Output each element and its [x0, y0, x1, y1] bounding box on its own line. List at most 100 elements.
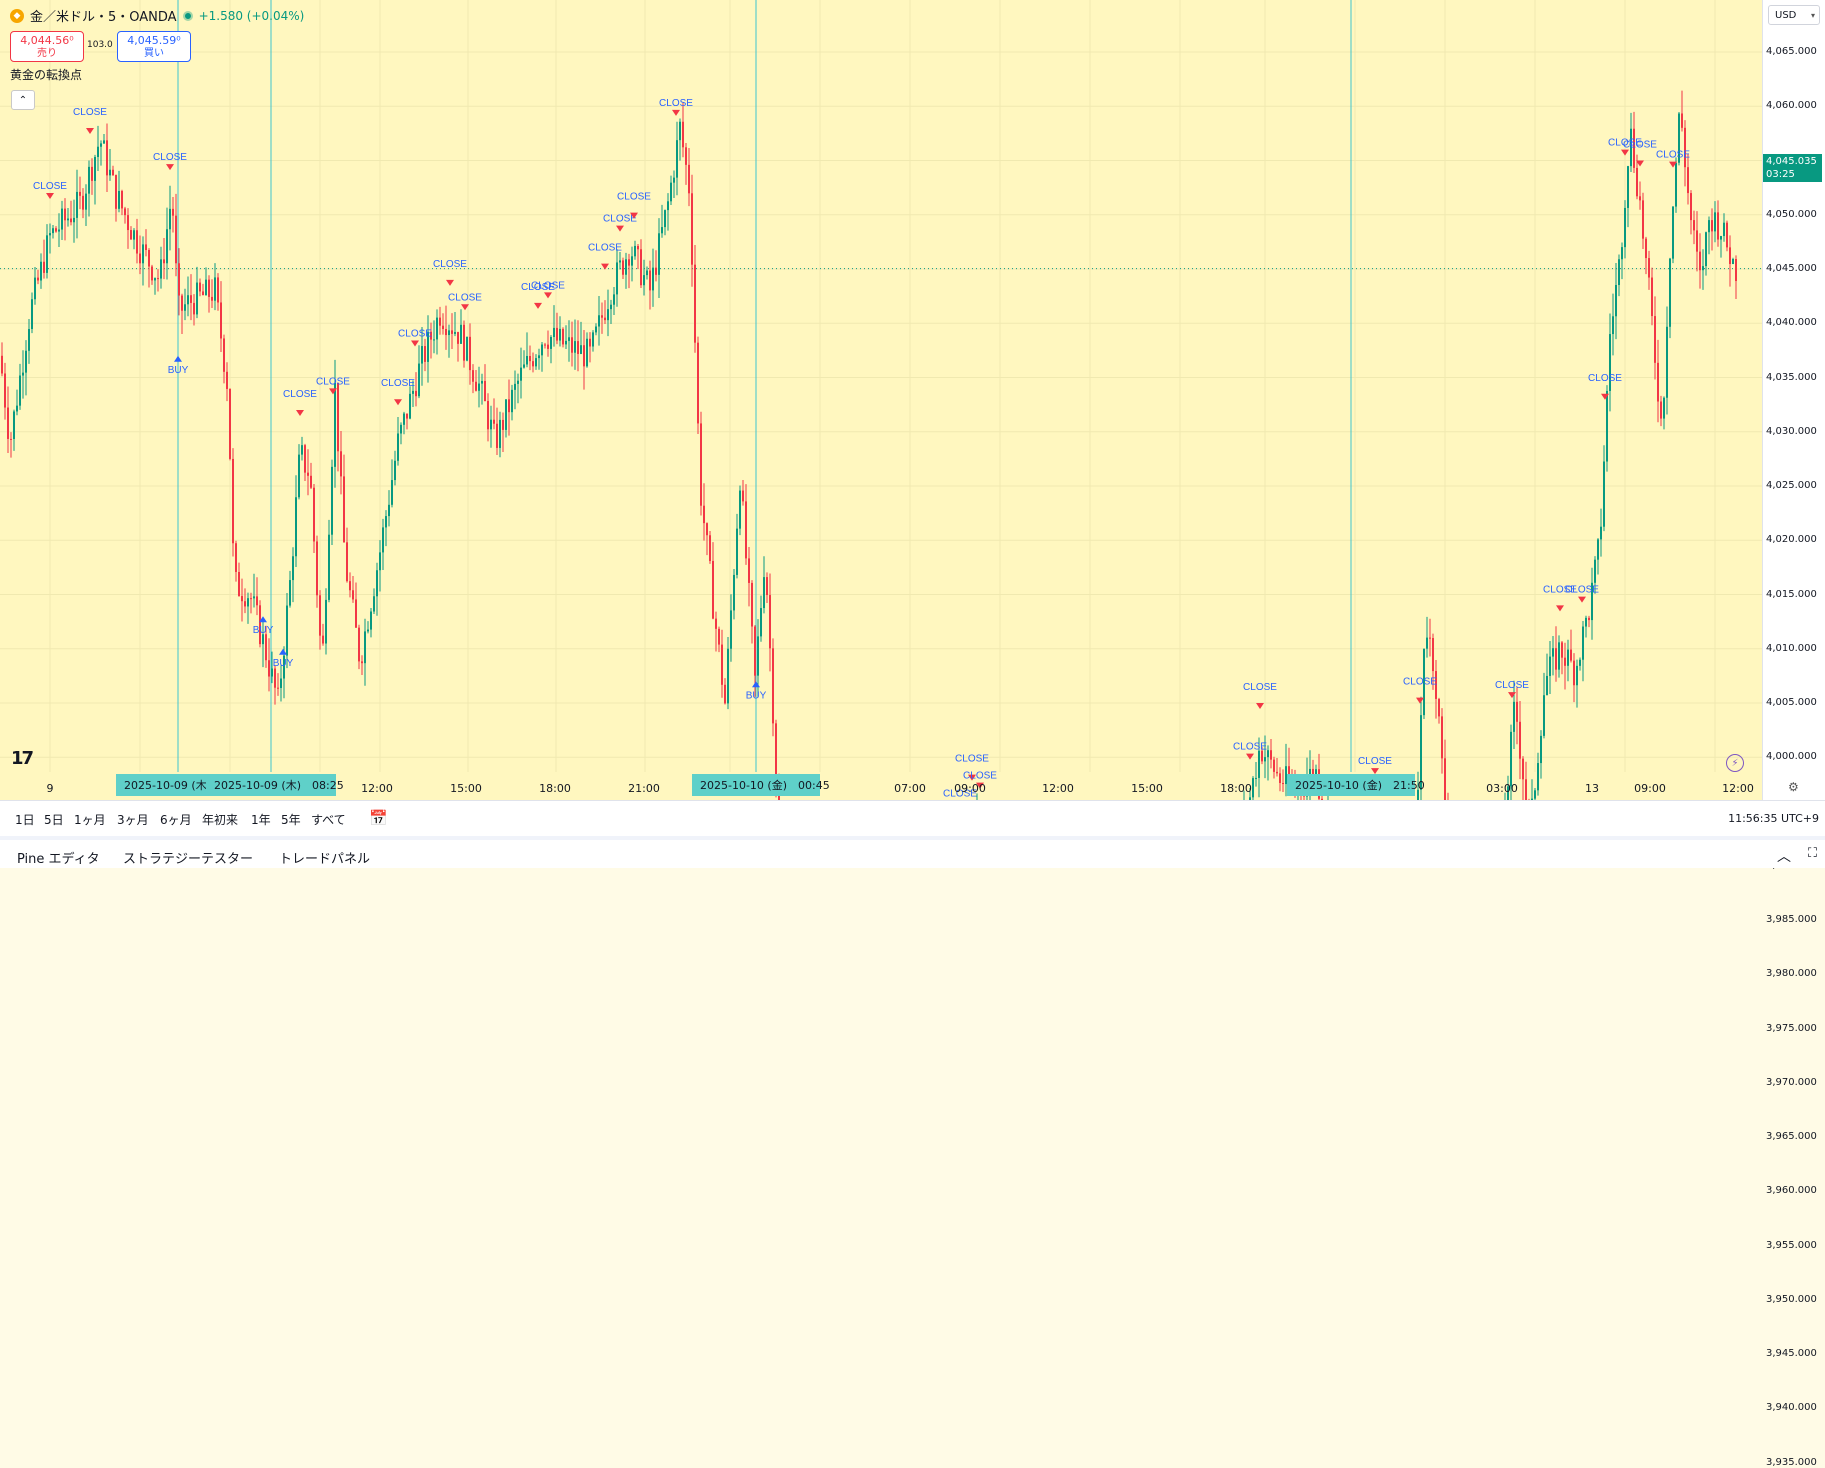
time-axis-label: 21:00 [628, 782, 660, 795]
candle-body [1606, 390, 1608, 462]
candle-body [1315, 769, 1317, 779]
range-all-button[interactable]: すべて [311, 813, 346, 827]
range-3m-button[interactable]: 3ヶ月 [117, 813, 149, 827]
range-6m-button[interactable]: 6ヶ月 [160, 813, 192, 827]
chart-area[interactable] [0, 0, 1762, 800]
candle-body [529, 355, 531, 362]
sell-button[interactable]: 4,044.56⁰ 売り [10, 31, 84, 62]
candle-body [532, 361, 534, 367]
candle-body [1534, 790, 1536, 799]
range-5d-button[interactable]: 5日 [44, 813, 64, 827]
price-axis[interactable] [1762, 0, 1825, 800]
candle-body [508, 399, 510, 413]
candle-body [496, 423, 498, 448]
candle-body [757, 636, 759, 676]
candle-body [514, 383, 516, 390]
tab-pine-editor[interactable]: Pine エディタ [17, 852, 100, 867]
close-marker [296, 410, 304, 417]
chevron-up-icon[interactable]: ︿ [1777, 849, 1791, 865]
candle-body [766, 577, 768, 596]
candle-body [1609, 334, 1611, 391]
candle-body [409, 393, 411, 419]
candle-body [130, 230, 132, 240]
candle-body [1693, 220, 1695, 231]
candle-body [328, 534, 330, 600]
candle-body [550, 337, 552, 349]
tab-trade-panel[interactable]: トレードパネル [279, 852, 371, 867]
candle-body [1531, 798, 1533, 800]
close-label: CLOSE [316, 376, 350, 387]
candle-body [385, 516, 387, 528]
price-axis-label: 3,975.000 [1766, 1022, 1817, 1034]
close-marker [968, 774, 976, 781]
candle-body [220, 302, 222, 339]
price-chart[interactable]: CLOSE CLOSE CLOSE CLOSE CLOSE CLOSE CLOSE CLOSE… [0, 0, 1762, 800]
candle-body [475, 381, 477, 391]
close-marker [394, 399, 402, 406]
candle-body [544, 344, 546, 346]
range-ytd-button[interactable]: 年初来 [202, 813, 239, 827]
candle-body [610, 304, 612, 310]
candle-body [211, 296, 213, 301]
close-label: CLOSE [1588, 373, 1622, 384]
symbol-title[interactable]: 金／米ドル・5・OANDA [30, 10, 177, 25]
candle-body [1426, 637, 1428, 649]
candle-body [262, 634, 264, 645]
candle-body [319, 595, 321, 636]
tradingview-logo[interactable]: 17 [11, 748, 34, 769]
price-axis-label: 3,940.000 [1766, 1402, 1817, 1414]
lightning-icon[interactable]: ⚡ [1726, 754, 1744, 772]
close-label: CLOSE [963, 771, 997, 782]
collapse-indicators-button[interactable]: ⌃ [11, 90, 35, 110]
candle-body [1702, 266, 1704, 271]
candle-body [709, 535, 711, 561]
close-label: CLOSE [521, 282, 555, 293]
candle-body [133, 230, 135, 240]
candle-body [688, 164, 690, 194]
candle-body [412, 390, 414, 394]
calendar-icon[interactable]: 📅 [369, 809, 388, 827]
range-1m-button[interactable]: 1ヶ月 [74, 813, 106, 827]
candle-body [691, 193, 693, 265]
candle-body [433, 339, 435, 341]
candle-body [232, 458, 234, 544]
candle-body [343, 476, 345, 543]
candle-body [46, 235, 48, 273]
candle-body [493, 419, 495, 424]
close-label: CLOSE [603, 214, 637, 225]
settings-gear-icon[interactable]: ⚙ [1788, 780, 1799, 794]
candle-body [436, 317, 438, 340]
candle-body [640, 249, 642, 286]
candle-body [715, 618, 717, 629]
candle-body [541, 344, 543, 356]
close-label: CLOSE [153, 152, 187, 163]
currency-select[interactable]: USD ▾ [1768, 5, 1820, 25]
buy-button[interactable]: 4,045.59⁰ 買い [117, 31, 191, 62]
candle-body [190, 295, 192, 303]
candle-body [727, 648, 729, 704]
candle-body [334, 382, 336, 467]
candle-body [67, 218, 69, 221]
candle-body [40, 261, 42, 281]
candle-body [391, 480, 393, 505]
tab-strategy-tester[interactable]: ストラテジーテスター [123, 852, 254, 867]
candle-body [307, 472, 309, 476]
candle-body [628, 259, 630, 266]
candle-body [1507, 786, 1509, 800]
candle-body [748, 558, 750, 583]
range-1y-button[interactable]: 1年 [251, 813, 271, 827]
candle-body [775, 723, 777, 787]
candle-body [142, 244, 144, 264]
close-label: CLOSE [433, 259, 467, 270]
indicator-title[interactable]: 黄金の転換点 [10, 68, 83, 82]
range-5y-button[interactable]: 5年 [281, 813, 301, 827]
close-label: CLOSE [398, 329, 432, 340]
close-label: CLOSE [1403, 677, 1437, 688]
range-1d-button[interactable]: 1日 [15, 813, 35, 827]
close-label: CLOSE [943, 789, 977, 800]
date-range-bar: 1日 5日 1ヶ月 3ヶ月 6ヶ月 年初来 1年 5年 すべて 📅 11:56:… [0, 800, 1825, 836]
clock-readout[interactable]: 11:56:35 UTC+9 [1728, 812, 1819, 825]
candle-body [1543, 695, 1545, 736]
maximize-icon[interactable]: ⛶ [1807, 846, 1817, 861]
candle-body [397, 433, 399, 461]
